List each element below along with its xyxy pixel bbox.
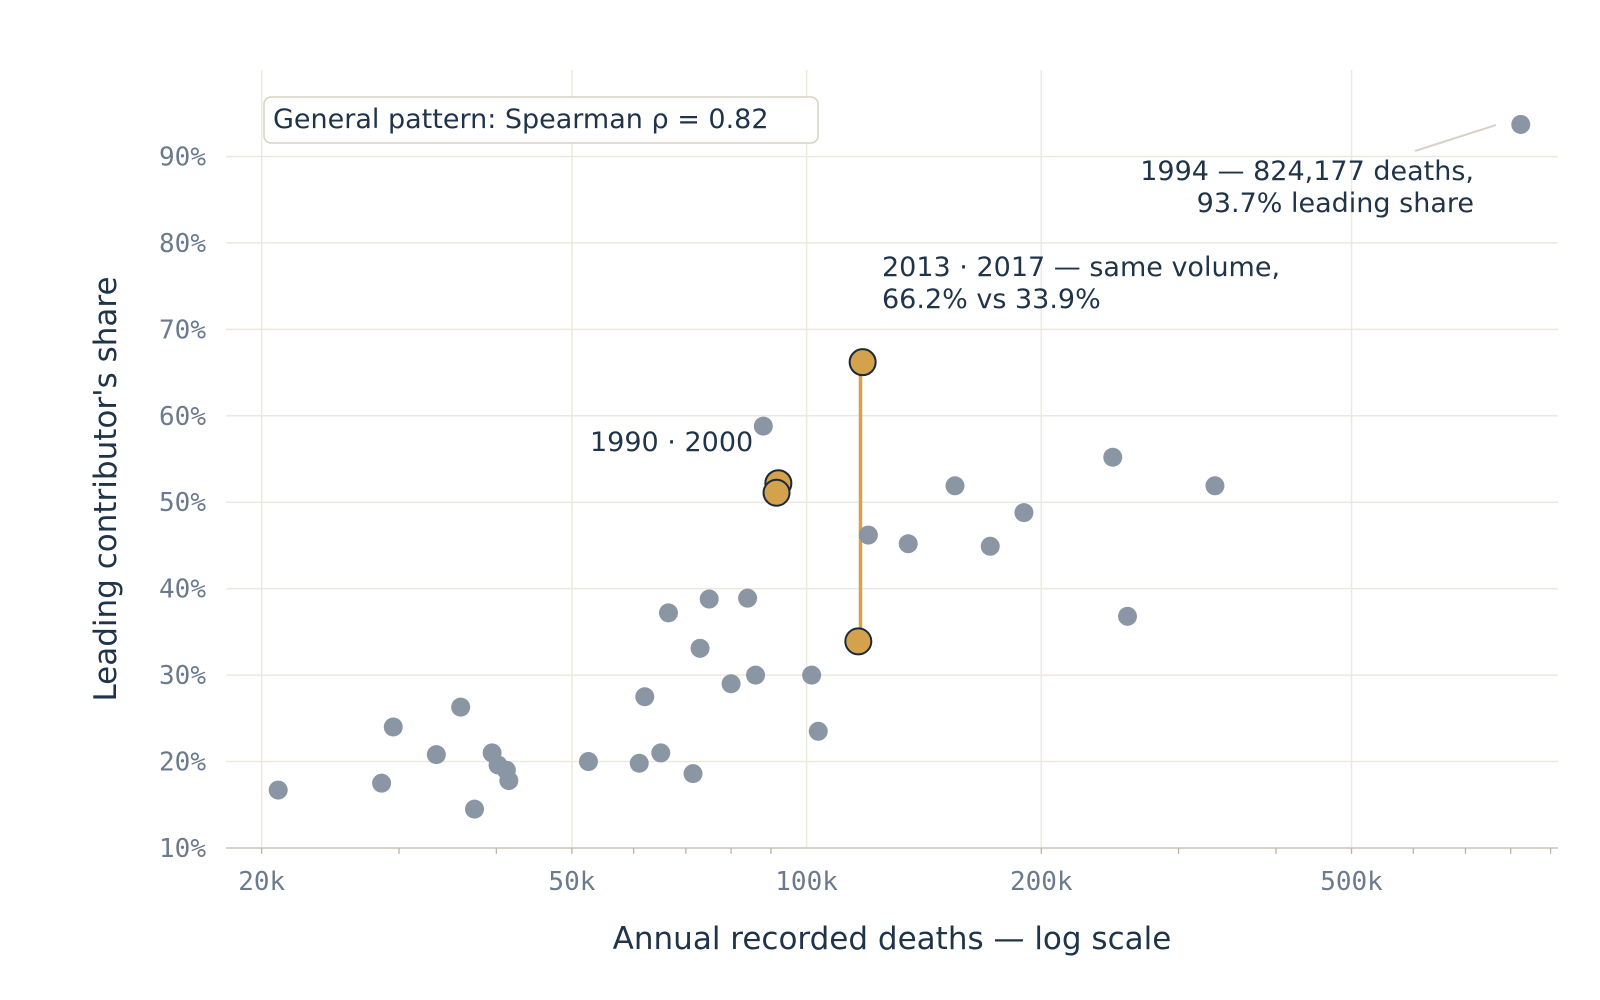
- data-point: [746, 665, 766, 685]
- spearman-label: General pattern: Spearman ρ = 0.82: [273, 104, 769, 135]
- y-tick-label: 20%: [159, 748, 206, 778]
- data-point: [1205, 476, 1225, 496]
- data-point: [372, 773, 392, 793]
- data-point: [651, 743, 671, 763]
- data-point: [699, 589, 719, 609]
- x-tick-label: 50k: [548, 867, 595, 897]
- x-axis: [226, 847, 1558, 854]
- x-tick-labels: 20k 50k 100k 200k 500k: [238, 867, 1383, 897]
- annotation-box: [263, 96, 819, 144]
- data-point: [721, 674, 741, 694]
- data-point: [738, 588, 758, 608]
- data-point: [802, 665, 822, 685]
- y-tick-label: 70%: [159, 315, 206, 345]
- data-point: [499, 771, 519, 791]
- data-point: [268, 780, 288, 800]
- data-point: [1014, 503, 1034, 523]
- data-point: [465, 799, 485, 819]
- y-tick-label: 40%: [159, 575, 206, 605]
- data-point: [578, 752, 598, 772]
- outlier-label-line2: 93.7% leading share: [1197, 188, 1474, 219]
- outlier-label-line1: 1994 — 824,177 deaths,: [1140, 156, 1474, 187]
- y-tick-label: 30%: [159, 661, 206, 691]
- data-point: [898, 534, 918, 554]
- x-tick-label: 500k: [1320, 867, 1383, 897]
- data-point: [383, 717, 403, 737]
- data-point: [980, 536, 1000, 556]
- data-point: [945, 476, 965, 496]
- data-point: [1118, 606, 1138, 626]
- data-point: [1511, 114, 1531, 134]
- highlighted-point-2013: [848, 348, 877, 377]
- data-point: [683, 764, 703, 784]
- y-tick-label: 80%: [159, 229, 206, 259]
- y-axis-label: Leading contributor's share: [88, 276, 124, 701]
- data-point: [451, 697, 471, 717]
- data-point: [658, 603, 678, 623]
- x-tick-label: 200k: [1010, 867, 1073, 897]
- same-volume-label-line2: 66.2% vs 33.9%: [882, 284, 1101, 315]
- data-point: [808, 721, 828, 741]
- highlighted-point-2000: [762, 478, 791, 507]
- y-tick-label: 90%: [159, 142, 206, 172]
- y-tick-label: 10%: [159, 834, 206, 864]
- x-tick-label: 100k: [775, 867, 838, 897]
- same-volume-label-line1: 2013 · 2017 — same volume,: [882, 252, 1280, 283]
- y-tick-labels: 10% 20% 30% 40% 50% 60% 70% 80% 90%: [159, 142, 206, 864]
- y-tick-label: 50%: [159, 488, 206, 518]
- data-point: [629, 753, 649, 773]
- x-axis-label: Annual recorded deaths — log scale: [613, 921, 1172, 957]
- outlier-leader-line: [1414, 124, 1497, 152]
- pair-label-1990-2000: 1990 · 2000: [590, 427, 753, 458]
- data-point: [858, 525, 878, 545]
- grid-lines: [226, 70, 1558, 848]
- highlighted-points: [762, 348, 877, 656]
- data-point: [1103, 447, 1123, 467]
- data-points: [268, 114, 1531, 819]
- spearman-annotation: General pattern: Spearman ρ = 0.82: [263, 96, 819, 144]
- data-point: [426, 745, 446, 765]
- y-tick-label: 60%: [159, 402, 206, 432]
- data-point: [635, 687, 655, 707]
- highlighted-point-2017: [844, 627, 873, 656]
- data-point: [753, 416, 773, 436]
- x-tick-label: 20k: [238, 867, 285, 897]
- data-point: [690, 638, 710, 658]
